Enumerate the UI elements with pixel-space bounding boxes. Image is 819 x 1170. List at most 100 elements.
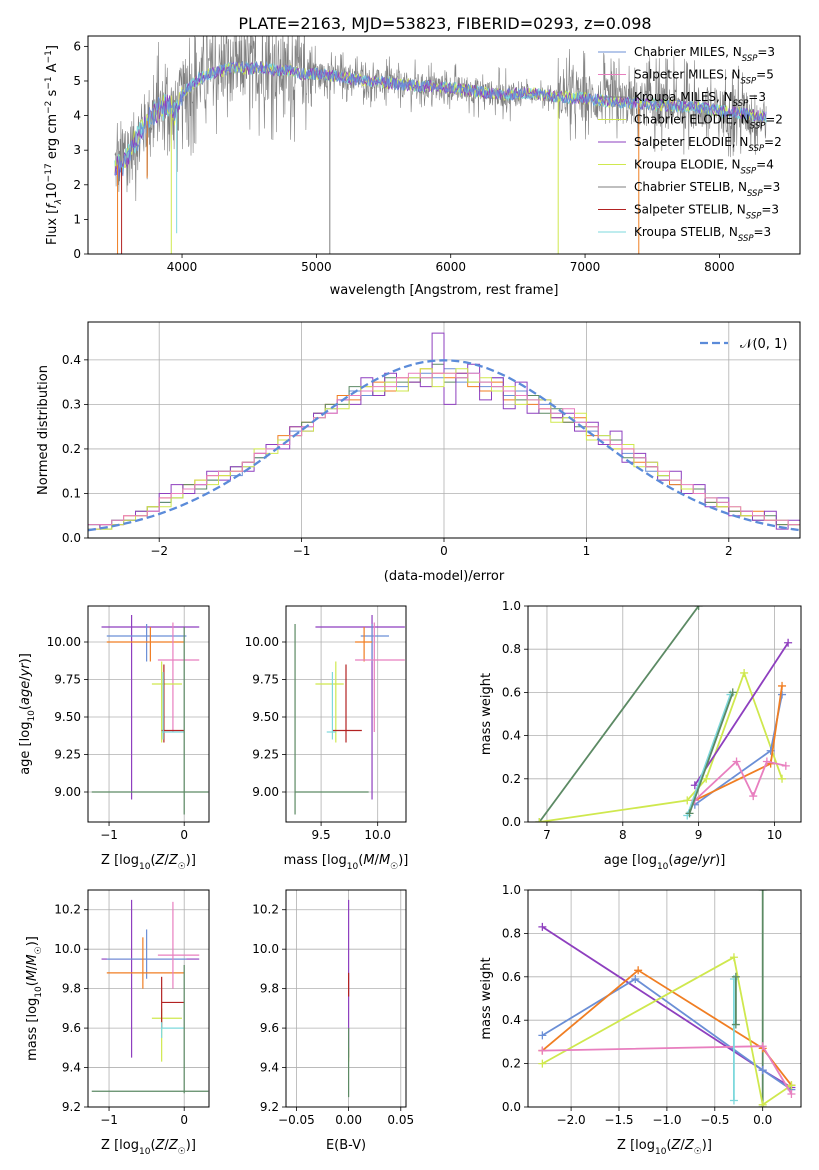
legend-label-value: =4 — [756, 158, 774, 172]
y-tick-label: 9.2 — [62, 1100, 81, 1114]
legend-label-sub: SSP — [741, 167, 757, 177]
legend-label-value: =3 — [761, 203, 779, 217]
weight-vs-age-ylabel: mass weight — [479, 673, 494, 755]
spectrum-model-line — [114, 61, 767, 177]
spectrum-ylabel-part: 10 — [45, 182, 60, 199]
x-tick-label: −1.5 — [604, 1113, 633, 1127]
age-vs-mass-xlabel-part: / — [375, 853, 380, 868]
y-tick-label: 2 — [73, 178, 81, 192]
weight-marker — [685, 809, 694, 818]
weight-marker — [781, 761, 790, 770]
axes-frame — [87, 889, 210, 1108]
x-tick-label: −2.0 — [557, 1113, 586, 1127]
legend-label-value: =2 — [764, 135, 782, 149]
legend-label-sub: SSP — [746, 212, 762, 222]
legend-label-sub: SSP — [750, 122, 766, 132]
weight-marker — [634, 966, 643, 975]
y-tick-label: 9.4 — [62, 1061, 81, 1075]
y-tick-label: 9.2 — [260, 1100, 279, 1114]
plot-area — [88, 332, 800, 538]
errorbar-point — [326, 672, 336, 740]
x-tick-label: 7000 — [570, 260, 601, 274]
mass-vs-Z-xlabel-part: 10 — [139, 1147, 151, 1157]
legend-label: Kroupa STELIB, NSSP=3 — [634, 225, 771, 244]
legend-label: Kroupa MILES, NSSP=3 — [634, 90, 766, 109]
mass-vs-EBV-xlabel: E(B-V) — [326, 1138, 366, 1153]
legend-label-sub: SSP — [738, 234, 754, 244]
mass-vs-Z-xlabel-part: ( — [150, 1138, 155, 1153]
legend-label-text: Kroupa ELODIE, N — [634, 158, 741, 172]
mass-vs-Z-ylabel-part: M — [25, 954, 40, 965]
age-vs-mass-xlabel-part: )] — [398, 853, 408, 868]
weight-marker — [702, 774, 711, 783]
errorbar-point — [315, 661, 344, 743]
weight-marker — [538, 1031, 547, 1040]
weight-series — [731, 972, 740, 1029]
y-tick-label: 9.50 — [54, 710, 81, 724]
axes-mass-vs-Z: −1 09.29.49.69.810.010.2Z [log10(Z/Z☉)]ma… — [25, 889, 210, 1157]
spectrum-model-line — [114, 60, 767, 180]
weight-marker — [778, 690, 787, 699]
weight-marker — [728, 688, 737, 697]
y-tick-label: 9.75 — [54, 673, 81, 687]
x-tick-label: 2 — [725, 544, 733, 558]
weight-marker — [778, 774, 787, 783]
weight-vs-age-xlabel-part: age — [673, 853, 697, 868]
age-vs-mass-xlabel-part: M — [363, 853, 374, 868]
errorbar-point — [151, 661, 182, 743]
weight-marker — [749, 792, 758, 801]
legend-label-sub: SSP — [733, 99, 749, 109]
age-vs-Z-ylabel: age [log10(age/yr)] — [18, 653, 37, 775]
legend-label-text: Salpeter ELODIE, N — [634, 135, 748, 149]
weight-marker — [731, 1020, 740, 1029]
plot-area — [91, 615, 209, 815]
legend-label: Salpeter MILES, NSSP=5 — [634, 68, 774, 87]
age-vs-mass-xlabel-part: mass [log — [284, 853, 347, 868]
y-tick-label: 10.2 — [252, 903, 279, 917]
x-tick-label: 9 — [695, 828, 703, 842]
weight-marker — [762, 757, 771, 766]
spectrum-xlabel: wavelength [Angstrom, rest frame] — [330, 283, 559, 298]
weight-marker — [787, 1089, 796, 1098]
x-tick-label: 8000 — [704, 260, 735, 274]
weight-vs-Z-xlabel-part: ( — [666, 1138, 671, 1153]
y-tick-label: 0.2 — [502, 1057, 521, 1071]
weight-vs-Z-ylabel: mass weight — [479, 957, 494, 1039]
mass-vs-Z-ylabel-part: / — [25, 965, 40, 970]
legend-label: 𝒩(0, 1) — [740, 337, 787, 352]
weight-series — [538, 953, 796, 1107]
mass-vs-Z-ylabel-part: ☉ — [34, 946, 44, 954]
spectrum-ylabel: Flux [fλ10−17 erg cm−2 s−1 A−1] — [44, 45, 64, 245]
errorbar-point — [161, 672, 185, 740]
x-tick-label: 0.05 — [387, 1113, 414, 1127]
weight-marker — [731, 972, 740, 981]
x-tick-label: 5000 — [301, 260, 332, 274]
age-vs-Z-xlabel-part: ☉ — [178, 862, 186, 872]
weight-marker — [732, 757, 741, 766]
weight-line — [694, 642, 789, 786]
spectrum-ylabel-part: −1 — [44, 50, 54, 63]
weight-marker — [631, 974, 640, 983]
age-vs-mass-xlabel-part: ☉ — [390, 862, 398, 872]
errorbar-point — [355, 627, 373, 662]
weight-line — [538, 606, 700, 822]
age-vs-mass-xlabel-part: 10 — [347, 862, 359, 872]
weight-marker — [729, 953, 738, 962]
weight-marker — [778, 681, 787, 690]
age-vs-Z-xlabel-part: Z — [168, 853, 179, 868]
errorbar-point — [332, 664, 362, 743]
y-tick-label: 9.25 — [54, 748, 81, 762]
x-tick-label: 0 — [180, 1113, 188, 1127]
mass-vs-Z-xlabel-part: / — [164, 1138, 169, 1153]
x-tick-label: 1 — [583, 544, 591, 558]
mass-vs-Z-ylabel-part: M — [25, 970, 40, 981]
legend-label-value: =3 — [748, 90, 766, 104]
legend-label-sub: SSP — [748, 144, 764, 154]
y-tick-label: 9.8 — [260, 982, 279, 996]
weight-marker — [787, 1081, 796, 1090]
legend-label: Salpeter STELIB, NSSP=3 — [634, 203, 779, 222]
spectrum-ylabel-part: λ — [54, 199, 64, 205]
weight-vs-age-xlabel: age [log10(age/yr)] — [604, 853, 726, 872]
weight-marker — [538, 1059, 547, 1068]
weight-vs-age-xlabel-part: ( — [668, 853, 673, 868]
